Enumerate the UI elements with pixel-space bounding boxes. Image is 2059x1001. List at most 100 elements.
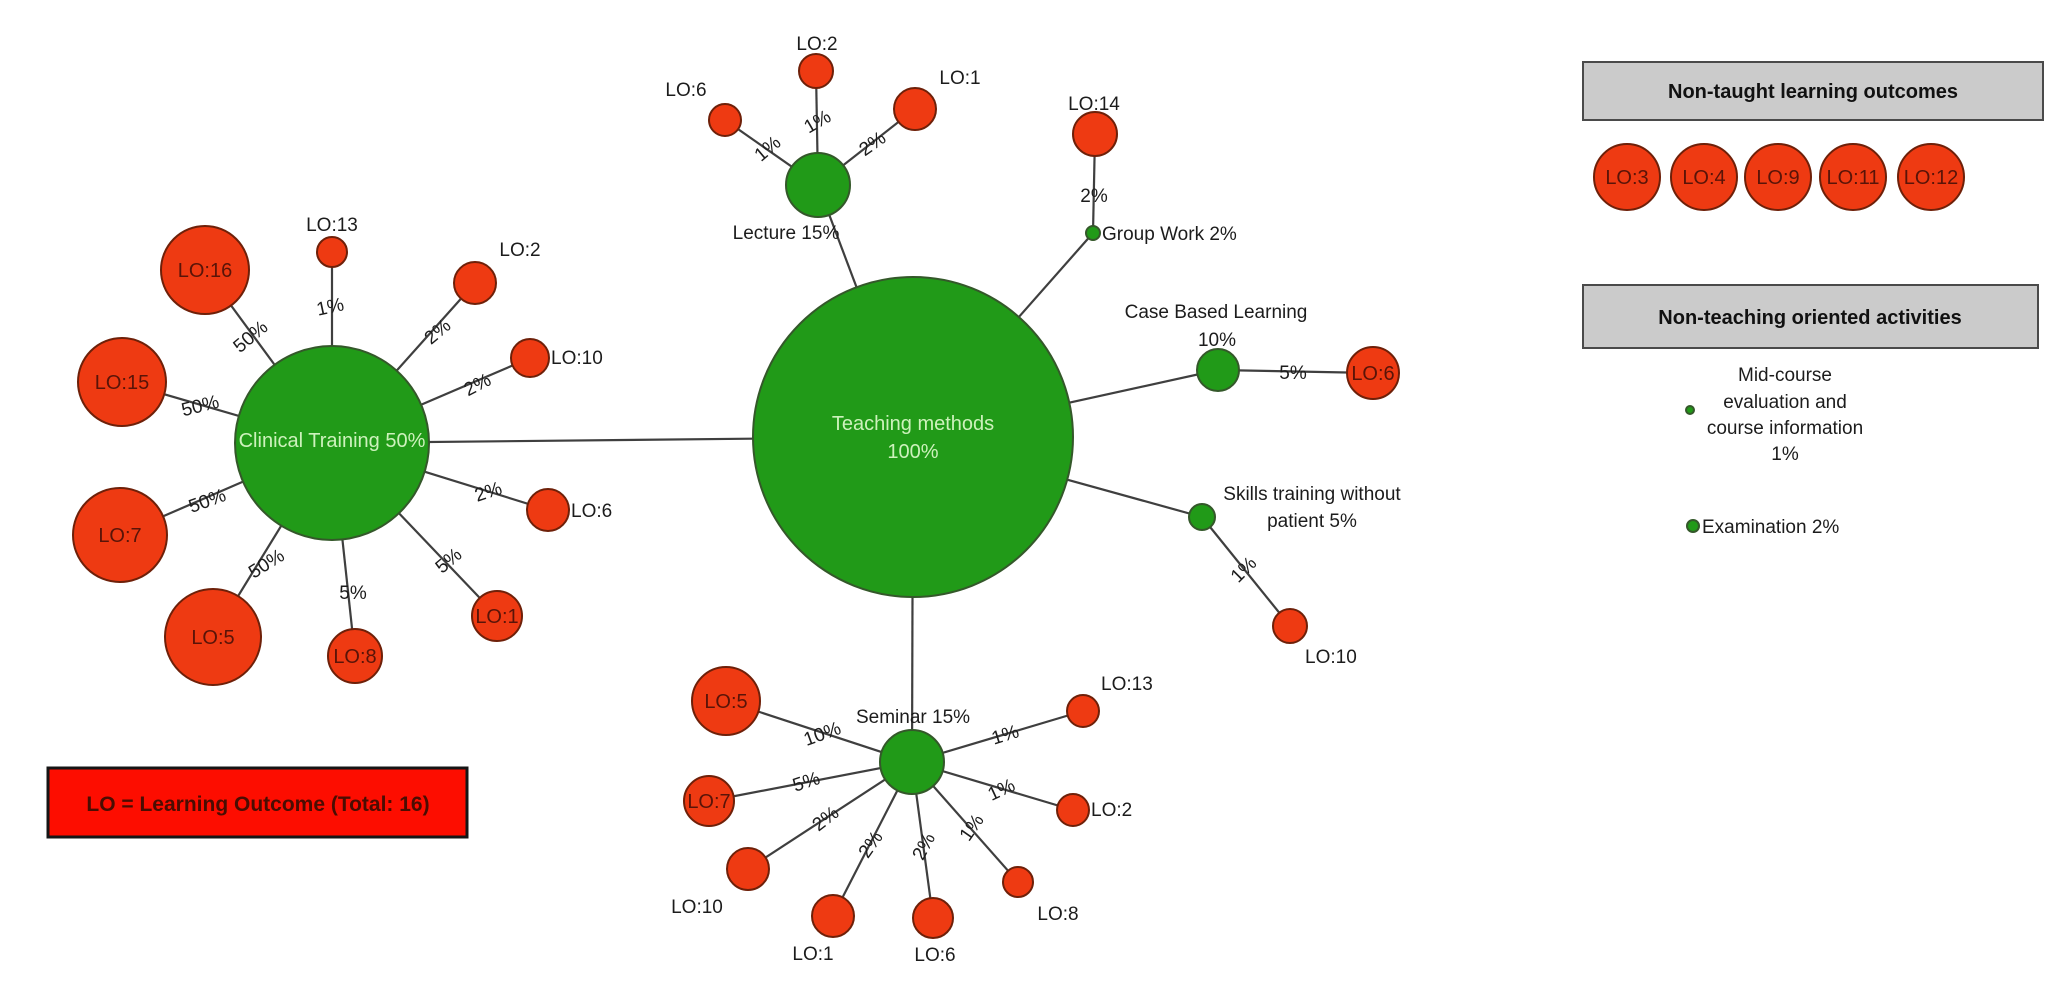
clinical-lo1-node xyxy=(471,590,523,642)
legend-non-teaching: Non-teaching oriented activities Mid-cou… xyxy=(1582,284,2039,538)
lecture-lo2-label: LO:2 xyxy=(796,34,837,55)
lecture-lo6-label: LO:6 xyxy=(665,80,706,101)
seminar-lo10-label: LO:10 xyxy=(671,897,723,918)
seminar-lo13-label: LO:13 xyxy=(1101,674,1153,695)
non-teaching-title: Non-teaching oriented activities xyxy=(1658,307,1961,329)
seminar-lo1-node xyxy=(811,894,855,938)
mid-course-line4: 1% xyxy=(1771,444,1799,465)
casebased-lo6-label: LO:6 xyxy=(1351,363,1394,385)
case-based-label-line2: 10% xyxy=(1198,330,1236,351)
seminar-node xyxy=(879,729,945,795)
clinical-lo16-node xyxy=(160,225,250,315)
mid-course-line2: evaluation and xyxy=(1723,392,1847,413)
clinical-lo2-pct: 2% xyxy=(421,315,456,349)
seminar-lo1-label: LO:1 xyxy=(792,944,833,965)
seminar-lo8-node xyxy=(1002,866,1034,898)
casebased-lo6-node xyxy=(1346,346,1400,400)
lo-note-text: LO = Learning Outcome (Total: 16) xyxy=(86,793,429,816)
legend-non-taught: Non-taught learning outcomes LO:3 LO:4 L… xyxy=(1582,61,2044,211)
clinical-lo2-node xyxy=(453,261,497,305)
legend-lo4-label: LO:4 xyxy=(1682,167,1725,189)
examination-label: Examination 2% xyxy=(1702,517,1839,538)
clinical-lo13-label: LO:13 xyxy=(306,215,358,236)
lo-note: LO = Learning Outcome (Total: 16) xyxy=(46,766,469,839)
seminar-lo2-pct: 1% xyxy=(985,775,1019,806)
non-taught-title-box xyxy=(1582,61,2044,121)
clinical-lo8-pct: 5% xyxy=(339,583,367,604)
clinical-lo6-label: LO:6 xyxy=(571,501,612,522)
group-work-node xyxy=(1085,225,1101,241)
mid-course-dot xyxy=(1685,405,1695,415)
clinical-lo10-label: LO:10 xyxy=(551,348,603,369)
clinical-training-label: Clinical Training 50% xyxy=(239,430,426,452)
lecture-lo1-label: LO:1 xyxy=(939,68,980,89)
edge-skills-lo10 xyxy=(1201,516,1291,627)
lecture-node xyxy=(785,152,851,218)
case-based-learning-node xyxy=(1196,348,1240,392)
legend-lo11-label: LO:11 xyxy=(1827,167,1880,189)
seminar-lo6-label: LO:6 xyxy=(914,945,955,966)
skills-label-line2: patient 5% xyxy=(1267,511,1357,532)
seminar-lo7-label: LO:7 xyxy=(687,791,730,813)
teaching-methods-node xyxy=(752,276,1074,598)
node-labels: Teaching methods 100% Clinical Training … xyxy=(239,223,1402,728)
teaching-methods-label-line1: Teaching methods xyxy=(832,413,994,435)
lecture-lo6-node xyxy=(708,103,742,137)
groupwork-lo14-label: LO:14 xyxy=(1068,94,1120,115)
skills-label-line1: Skills training without xyxy=(1223,484,1401,505)
legend-lo11-node xyxy=(1819,143,1887,211)
seminar-lo7-node xyxy=(683,775,735,827)
skills-training-node xyxy=(1188,503,1216,531)
clinical-lo13-pct: 1% xyxy=(315,294,346,320)
non-teaching-title-box xyxy=(1582,284,2039,349)
legend-lo3-label: LO:3 xyxy=(1605,167,1648,189)
clinical-lo7-label: LO:7 xyxy=(98,525,141,547)
clinical-lo6-node xyxy=(526,488,570,532)
lecture-label: Lecture 15% xyxy=(733,223,840,244)
clinical-lo16-label: LO:16 xyxy=(178,260,232,282)
clinical-lo5-label: LO:5 xyxy=(191,627,234,649)
examination-dot xyxy=(1686,519,1700,533)
seminar-lo1-pct: 2% xyxy=(855,828,888,863)
clinical-lo10-node xyxy=(510,338,550,378)
seminar-lo10-pct: 2% xyxy=(809,802,844,836)
clinical-lo15-node xyxy=(77,337,167,427)
seminar-lo10-node xyxy=(726,847,770,891)
skills-lo10-pct: 1% xyxy=(1227,553,1261,587)
clinical-training-node xyxy=(234,345,430,541)
casebased-lo6-pct: 5% xyxy=(1279,363,1307,384)
non-taught-title: Non-taught learning outcomes xyxy=(1668,81,1958,103)
clinical-lo5-node xyxy=(164,588,262,686)
lecture-lo2-pct: 1% xyxy=(801,106,835,138)
seminar-lo13-node xyxy=(1066,694,1100,728)
activity-nodes xyxy=(234,152,1240,795)
clinical-lo8-label: LO:8 xyxy=(333,646,376,668)
seminar-label: Seminar 15% xyxy=(856,707,970,728)
skills-lo10-label: LO:10 xyxy=(1305,647,1357,668)
clinical-lo6-pct: 2% xyxy=(472,478,505,506)
outcome-nodes xyxy=(72,53,1400,939)
seminar-lo6-pct: 2% xyxy=(909,830,940,864)
seminar-lo5-label: LO:5 xyxy=(704,691,747,713)
legend-lo12-node xyxy=(1897,143,1965,211)
clinical-lo15-pct: 50% xyxy=(179,392,221,422)
mid-course-line1: Mid-course xyxy=(1738,365,1832,386)
clinical-lo8-node xyxy=(327,628,383,684)
clinical-lo7-node xyxy=(72,487,168,583)
case-based-label-line1: Case Based Learning xyxy=(1125,302,1308,323)
legend-lo3-node xyxy=(1593,143,1661,211)
lecture-lo1-node xyxy=(893,87,937,131)
seminar-lo5-pct: 10% xyxy=(801,718,844,751)
lo-note-box xyxy=(46,766,469,839)
legend-lo4-node xyxy=(1670,143,1738,211)
clinical-lo1-pct: 5% xyxy=(432,544,467,578)
skills-lo10-node xyxy=(1272,608,1308,644)
legend-lo9-node xyxy=(1744,143,1812,211)
teaching-methods-label-line2: 100% xyxy=(887,441,938,463)
clinical-lo2-label: LO:2 xyxy=(499,240,540,261)
lecture-lo2-node xyxy=(798,53,834,89)
legend-lo12-label: LO:12 xyxy=(1904,167,1958,189)
clinical-lo7-pct: 50% xyxy=(186,485,229,518)
